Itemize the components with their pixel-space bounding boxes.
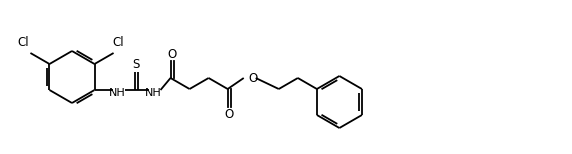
Text: O: O [167,47,176,61]
Text: NH: NH [145,88,162,98]
Text: O: O [225,107,234,120]
Text: O: O [249,71,258,85]
Text: S: S [132,59,140,71]
Text: NH: NH [109,88,126,98]
Text: Cl: Cl [113,36,124,49]
Text: Cl: Cl [18,36,29,49]
